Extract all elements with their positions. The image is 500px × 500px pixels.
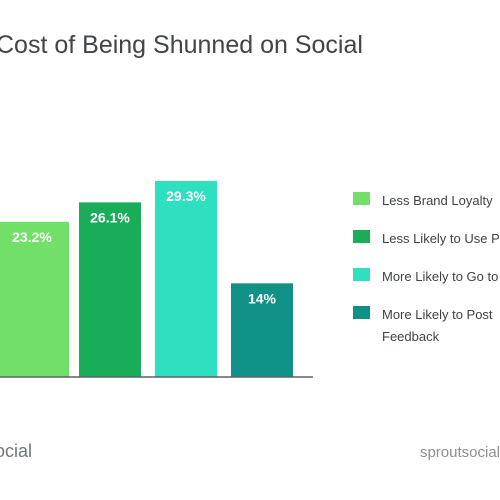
legend-label-4: More Likely to Post Feedback [382,307,493,344]
bar-value-label-4: 14% [248,290,277,306]
chart-title: Cost of Being Shunned on Social [0,31,363,59]
legend-swatch-3 [353,268,370,281]
sproutsocial-logo-left: tsocial [0,441,32,462]
legend: Less Brand Loyalty Less Likely to Use P Mo… [353,190,500,364]
bar-4 [231,283,293,377]
legend-swatch-2 [353,230,370,243]
legend-label-1: Less Brand Loyalty [382,193,493,208]
legend-label-2: Less Likely to Use P [382,231,500,246]
legend-item-1: Less Brand Loyalty [353,190,500,212]
bar-2 [79,202,141,377]
bar-value-label-1: 23.2% [12,229,52,245]
brand-left-rest: social [0,441,33,461]
legend-label-3: More Likely to Go to [382,269,499,284]
legend-swatch-4 [353,306,370,319]
bar-value-label-2: 26.1% [90,209,130,225]
bar-3 [155,180,217,377]
bar-1 [0,221,69,377]
bar-value-label-3: 29.3% [166,188,206,204]
legend-item-2: Less Likely to Use P [353,228,500,250]
legend-item-3: More Likely to Go to [353,266,500,288]
sproutsocial-logo-right: sproutsocial [419,444,500,461]
legend-swatch-1 [353,192,370,205]
legend-item-4: More Likely to Post Feedback [353,304,500,348]
